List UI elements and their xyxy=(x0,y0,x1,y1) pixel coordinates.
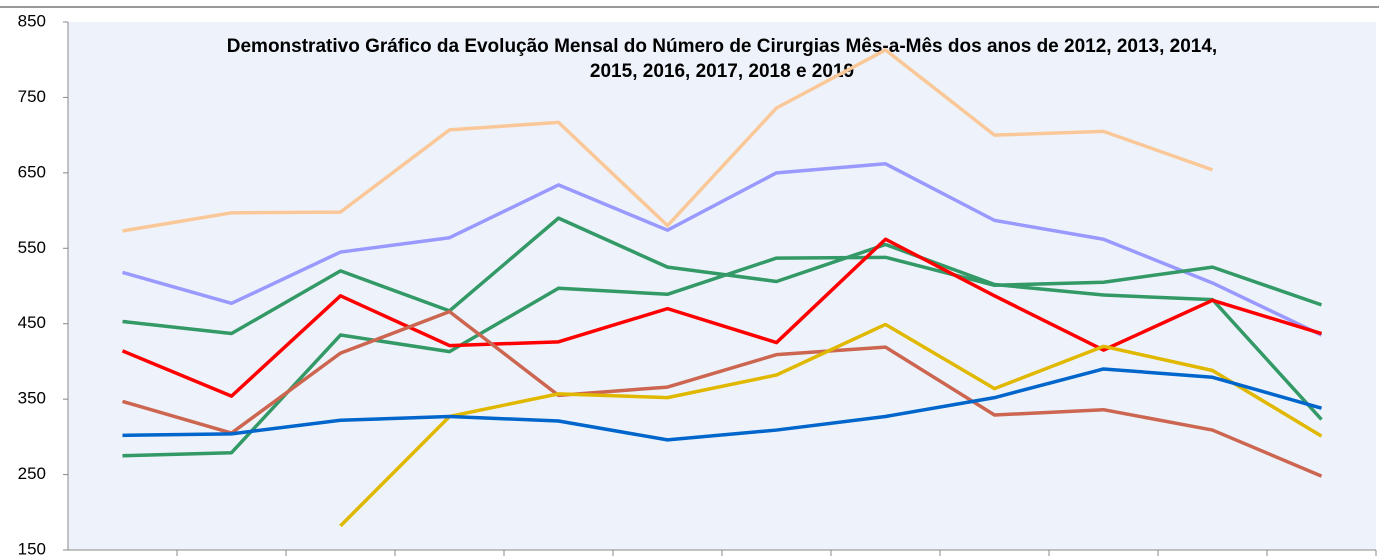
y-tick-label: 450 xyxy=(18,313,46,332)
plot-area xyxy=(68,22,1376,550)
series-line xyxy=(122,367,1322,442)
series-line xyxy=(121,237,1323,398)
y-tick-label: 250 xyxy=(18,464,46,483)
y-tick-label: 750 xyxy=(18,87,46,106)
series-line xyxy=(122,255,1323,458)
y-tick-label: 650 xyxy=(18,162,46,181)
y-tick-label: 550 xyxy=(18,238,46,257)
series-line xyxy=(122,309,1323,478)
chart-title: 2015, 2016, 2017, 2018 e 2019 xyxy=(590,61,854,82)
series-line xyxy=(122,216,1323,421)
series-line xyxy=(122,48,1214,233)
series-line xyxy=(339,322,1323,528)
chart-title: Demonstrativo Gráfico da Evolução Mensal… xyxy=(227,36,1217,57)
series-line xyxy=(122,162,1323,337)
y-tick-label: 350 xyxy=(18,389,46,408)
y-tick-label: 150 xyxy=(18,539,46,556)
y-tick-label: 850 xyxy=(18,11,46,30)
